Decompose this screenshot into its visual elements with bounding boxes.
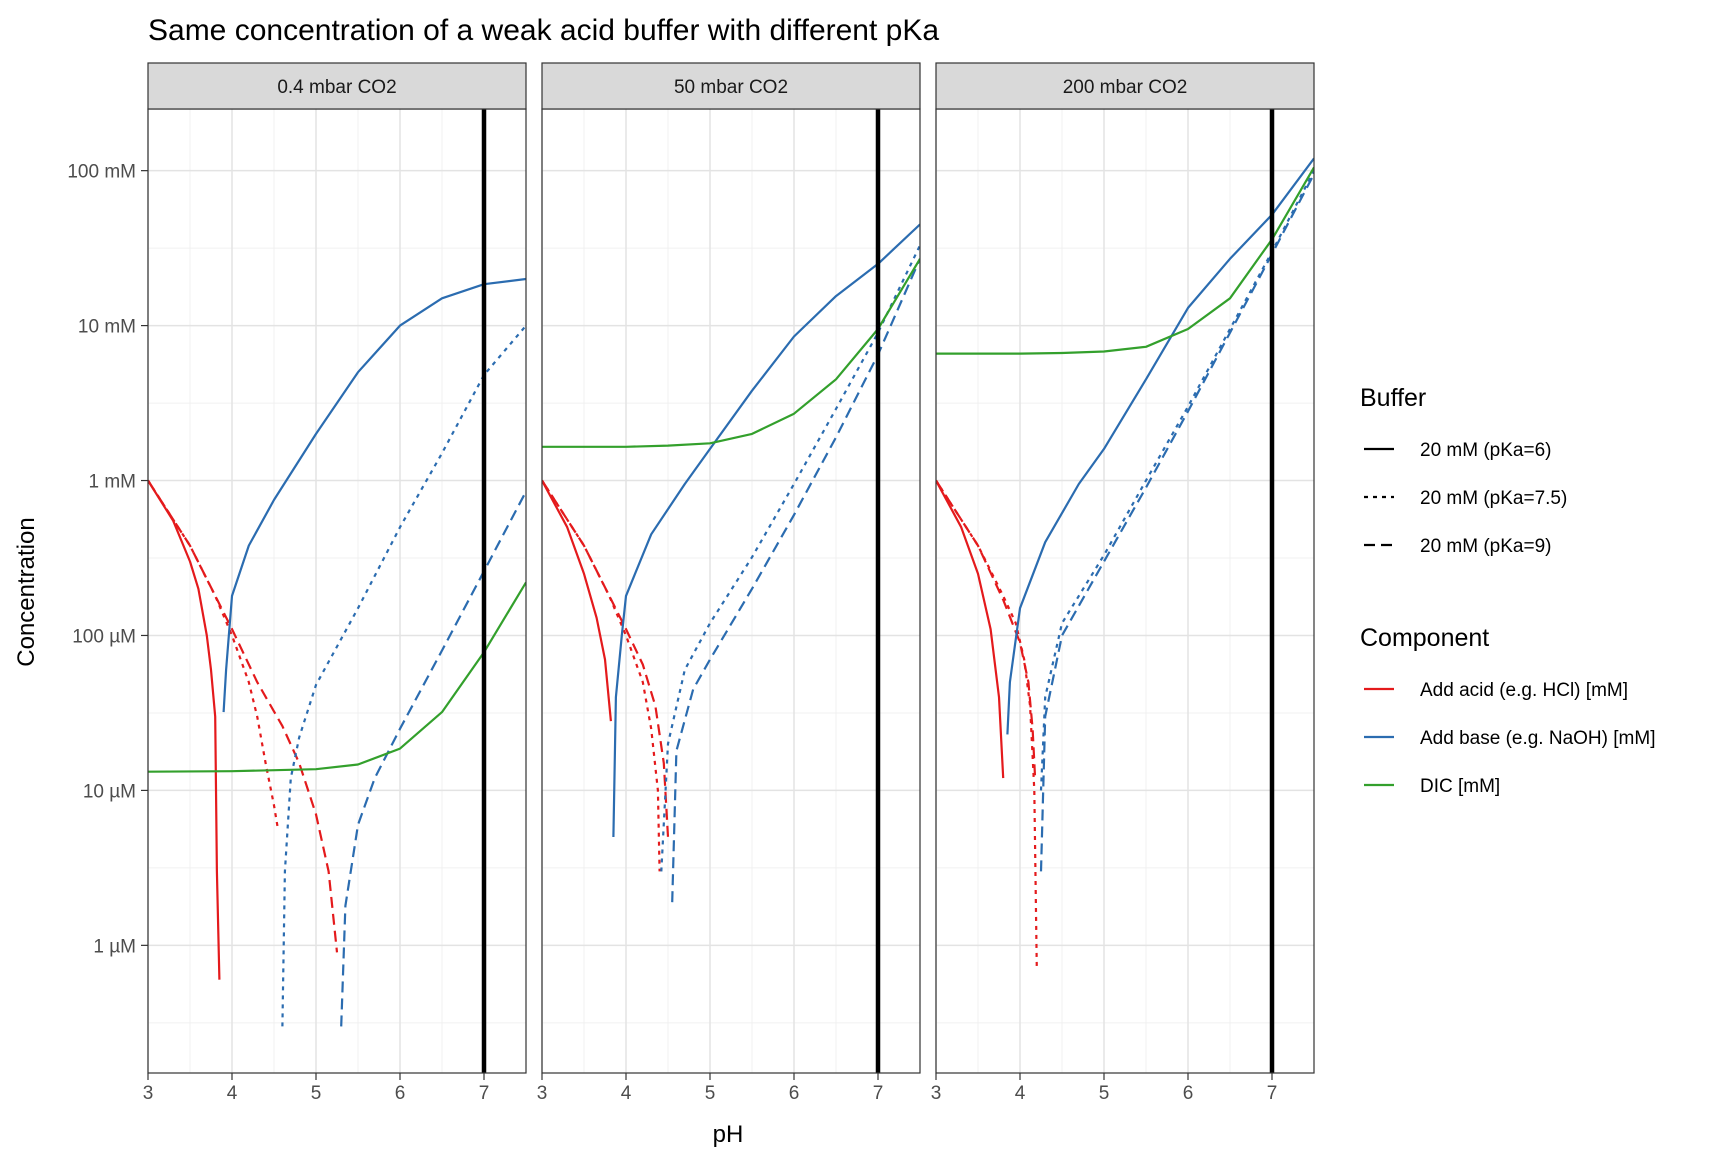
facet-strip-label: 200 mbar CO2	[1063, 77, 1188, 98]
x-tick-label: 3	[537, 1083, 548, 1104]
facet-strip	[541, 62, 921, 110]
panels: 0.4 mbar CO2 3 4 5 6 7 1 µM 10 µM 100 µM 1 mM 10 m…	[67, 62, 1315, 1104]
legend-label-buffer: 20 mM (pKa=9)	[1420, 536, 1551, 557]
series-line-acid	[148, 479, 339, 953]
series-line-dic	[148, 581, 526, 773]
series-line-acid	[542, 479, 612, 722]
legend-label-buffer: 20 mM (pKa=7.5)	[1420, 488, 1567, 509]
x-tick-label: 3	[143, 1083, 154, 1104]
facet-panel: 50 mbar CO2 3 4 5 6 7	[537, 62, 921, 1104]
x-tick-label: 7	[1267, 1083, 1278, 1104]
series-group	[542, 223, 920, 903]
legend-label-buffer: 20 mM (pKa=6)	[1420, 440, 1551, 461]
series-line-base	[660, 244, 920, 872]
series-line-base	[281, 324, 526, 1027]
x-tick-label: 5	[1099, 1083, 1110, 1104]
series-line-acid	[936, 479, 1037, 779]
series-line-dic	[542, 258, 920, 448]
facet-strip-label: 50 mbar CO2	[674, 77, 788, 98]
series-line-acid	[542, 479, 670, 838]
x-tick-label: 5	[705, 1083, 716, 1104]
facet-strip	[935, 62, 1315, 110]
y-tick-label: 10 mM	[78, 317, 136, 338]
series-group	[936, 157, 1314, 970]
legend-label-component: Add acid (e.g. HCl) [mM]	[1420, 680, 1628, 701]
series-group	[148, 277, 526, 1027]
y-tick-label: 100 mM	[67, 162, 136, 183]
series-line-base	[612, 223, 920, 838]
y-axis-title: Concentration	[13, 517, 40, 666]
y-tick-label: 100 µM	[72, 626, 136, 647]
series-line-base	[222, 277, 526, 713]
facet-strip-label: 0.4 mbar CO2	[277, 77, 396, 98]
panel-background	[542, 109, 920, 1073]
panel-background	[148, 109, 526, 1073]
x-axis-title: pH	[713, 1121, 744, 1148]
x-tick-label: 7	[479, 1083, 490, 1104]
x-tick-label: 5	[311, 1083, 322, 1104]
y-tick-label: 10 µM	[83, 781, 136, 802]
x-tick-label: 6	[395, 1083, 406, 1104]
x-tick-label: 7	[873, 1083, 884, 1104]
series-line-base	[1039, 170, 1314, 791]
legend-title-component: Component	[1360, 624, 1489, 652]
legend-label-component: Add base (e.g. NaOH) [mM]	[1420, 728, 1655, 749]
facet-strip	[147, 62, 527, 110]
chart-title: Same concentration of a weak acid buffer…	[148, 14, 939, 47]
series-line-base	[1006, 157, 1314, 735]
y-tick-label: 1 µM	[93, 936, 136, 957]
x-tick-label: 3	[931, 1083, 942, 1104]
series-line-dic	[936, 166, 1314, 355]
x-tick-label: 6	[1183, 1083, 1194, 1104]
facet-panel: 0.4 mbar CO2 3 4 5 6 7 1 µM 10 µM 100 µM 1 mM 10 m…	[67, 62, 527, 1104]
series-line-acid	[148, 479, 221, 980]
facet-panel: 200 mbar CO2 3 4 5 6 7	[931, 62, 1315, 1104]
legend-label-component: DIC [mM]	[1420, 776, 1500, 797]
x-tick-label: 4	[227, 1083, 238, 1104]
series-line-acid	[936, 479, 1005, 779]
x-tick-label: 6	[789, 1083, 800, 1104]
legend-title-buffer: Buffer	[1360, 384, 1426, 412]
y-tick-label: 1 mM	[89, 472, 137, 493]
series-line-acid	[148, 479, 280, 831]
x-tick-label: 4	[621, 1083, 632, 1104]
series-line-base	[671, 258, 920, 903]
series-line-acid	[542, 479, 661, 872]
series-line-acid	[936, 479, 1038, 970]
x-tick-label: 4	[1015, 1083, 1026, 1104]
legend: Buffer 20 mM (pKa=6) 20 mM (pKa=7.5) 20 mM …	[1360, 384, 1655, 797]
panel-background	[936, 109, 1314, 1073]
